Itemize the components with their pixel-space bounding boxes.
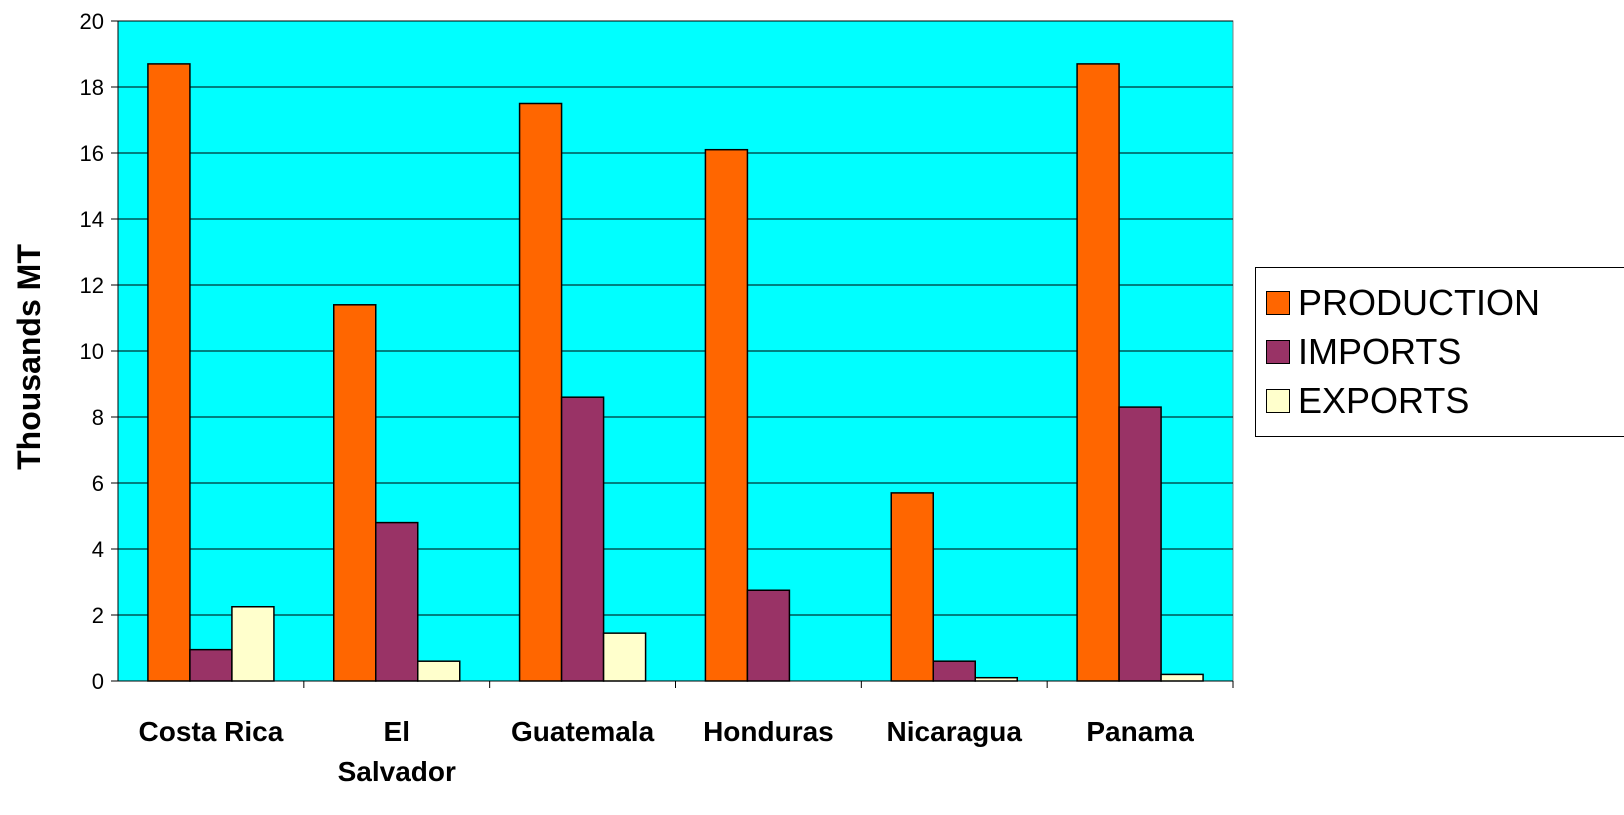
x-tick-label-costa-rica: Costa Rica [139,716,284,747]
legend-item-exports: EXPORTS [1266,380,1470,421]
y-tick-label-18: 18 [80,75,104,100]
bar-production-guatemala [518,102,563,682]
y-tick-label-2: 2 [92,603,104,628]
legend-swatch-production [1266,291,1290,315]
legend-label-exports: EXPORTS [1298,380,1470,421]
bar-production-honduras [704,148,749,682]
y-tick-label-16: 16 [80,141,104,166]
legend-item-production: PRODUCTION [1266,282,1540,323]
bar-production-panama [1076,63,1120,682]
bar-imports-nicaragua [932,660,976,682]
y-axis-label: Thousands MT [11,244,47,470]
y-tick-label-12: 12 [80,273,104,298]
legend-swatch-imports [1266,340,1290,364]
bar-exports-guatemala [602,632,647,682]
bar-imports-el-salvador [375,521,419,682]
bar-imports-honduras [746,589,791,682]
x-tick-label-nicaragua: Nicaragua [887,716,1023,747]
legend-swatch-exports [1266,389,1290,413]
bar-production-nicaragua [890,492,934,682]
bar-imports-panama [1118,406,1162,682]
bar-imports-guatemala [560,396,605,682]
bar-exports-el-salvador [417,660,461,682]
x-tick-label-panama: Panama [1086,716,1194,747]
legend-label-production: PRODUCTION [1298,282,1540,323]
y-tick-label-14: 14 [80,207,104,232]
y-tick-label-20: 20 [80,9,104,34]
y-tick-label-8: 8 [92,405,104,430]
bar-production-el-salvador [333,304,377,682]
y-tick-label-6: 6 [92,471,104,496]
legend: PRODUCTION IMPORTS EXPORTS [1255,267,1624,437]
x-tick-label-guatemala: Guatemala [511,716,655,747]
y-tick-label-0: 0 [92,669,104,694]
bar-imports-costa-rica [189,648,233,682]
bar-exports-panama [1160,673,1204,682]
y-tick-label-4: 4 [92,537,104,562]
legend-label-imports: IMPORTS [1298,331,1462,372]
x-tick-label-honduras: Honduras [703,716,834,747]
y-tick-label-10: 10 [80,339,104,364]
legend-item-imports: IMPORTS [1266,331,1462,372]
bar-production-costa-rica [147,63,191,682]
bar-exports-costa-rica [231,606,275,682]
x-tick-label-el-salvador: El Salvador [338,716,456,787]
